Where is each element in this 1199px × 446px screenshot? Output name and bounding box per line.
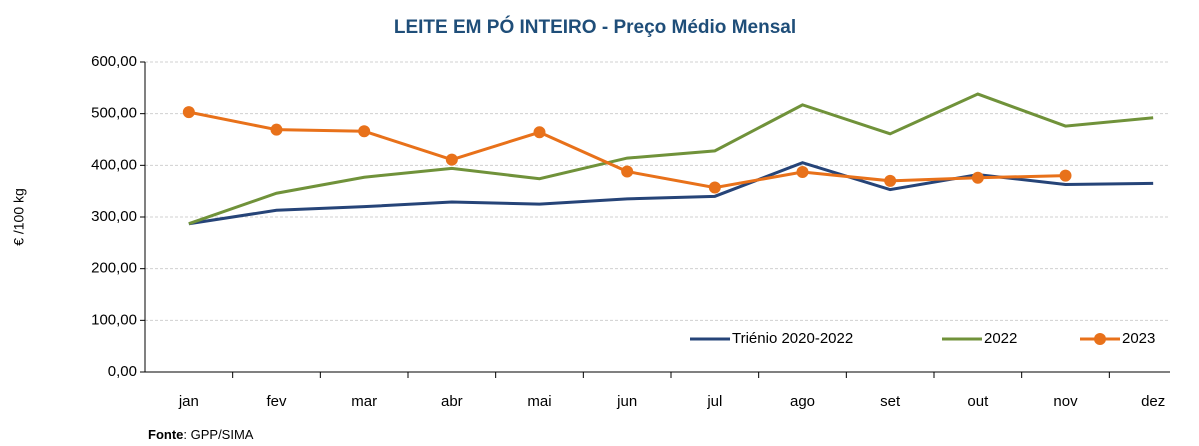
x-tick-label: mar — [351, 393, 377, 410]
series-line — [188, 161, 1154, 226]
point — [358, 125, 371, 138]
x-tick-label: dez — [1141, 393, 1165, 410]
x-tick-label: jul — [706, 393, 722, 410]
x-tick-label: abr — [441, 393, 463, 410]
point — [971, 171, 984, 184]
point — [1059, 169, 1072, 182]
x-tick-label: jan — [178, 393, 199, 410]
source-label: Fonte — [148, 427, 183, 442]
x-tick-label: out — [967, 393, 989, 410]
point — [884, 174, 897, 187]
point — [708, 181, 721, 194]
y-tick-label: 100,00 — [91, 311, 137, 328]
point — [796, 166, 809, 179]
legend-marker — [1094, 333, 1106, 345]
y-axis-label: € /100 kg — [11, 188, 27, 246]
legend-label: 2022 — [984, 330, 1017, 347]
y-tick-label: 300,00 — [91, 208, 137, 225]
x-tick-label: ago — [790, 393, 815, 410]
legend-label: Triénio 2020-2022 — [732, 330, 853, 347]
y-tick-label: 200,00 — [91, 260, 137, 277]
point — [182, 106, 195, 119]
y-tick-label: 600,00 — [91, 53, 137, 70]
x-tick-label: nov — [1053, 393, 1078, 410]
legend-label: 2023 — [1122, 330, 1155, 347]
point — [621, 165, 634, 178]
x-tick-label: fev — [266, 393, 287, 410]
source-text: : GPP/SIMA — [183, 427, 253, 442]
point — [270, 123, 283, 136]
point — [445, 153, 458, 166]
x-tick-label: jun — [616, 393, 637, 410]
point — [533, 126, 546, 139]
x-tick-label: mai — [527, 393, 551, 410]
source: Fonte: GPP/SIMA — [148, 427, 254, 442]
x-tick-label: set — [880, 393, 901, 410]
y-tick-label: 500,00 — [91, 105, 137, 122]
series-line — [188, 92, 1154, 226]
y-tick-label: 400,00 — [91, 156, 137, 173]
chart-title: LEITE EM PÓ INTEIRO - Preço Médio Mensal — [394, 16, 796, 38]
y-tick-label: 0,00 — [108, 363, 137, 380]
